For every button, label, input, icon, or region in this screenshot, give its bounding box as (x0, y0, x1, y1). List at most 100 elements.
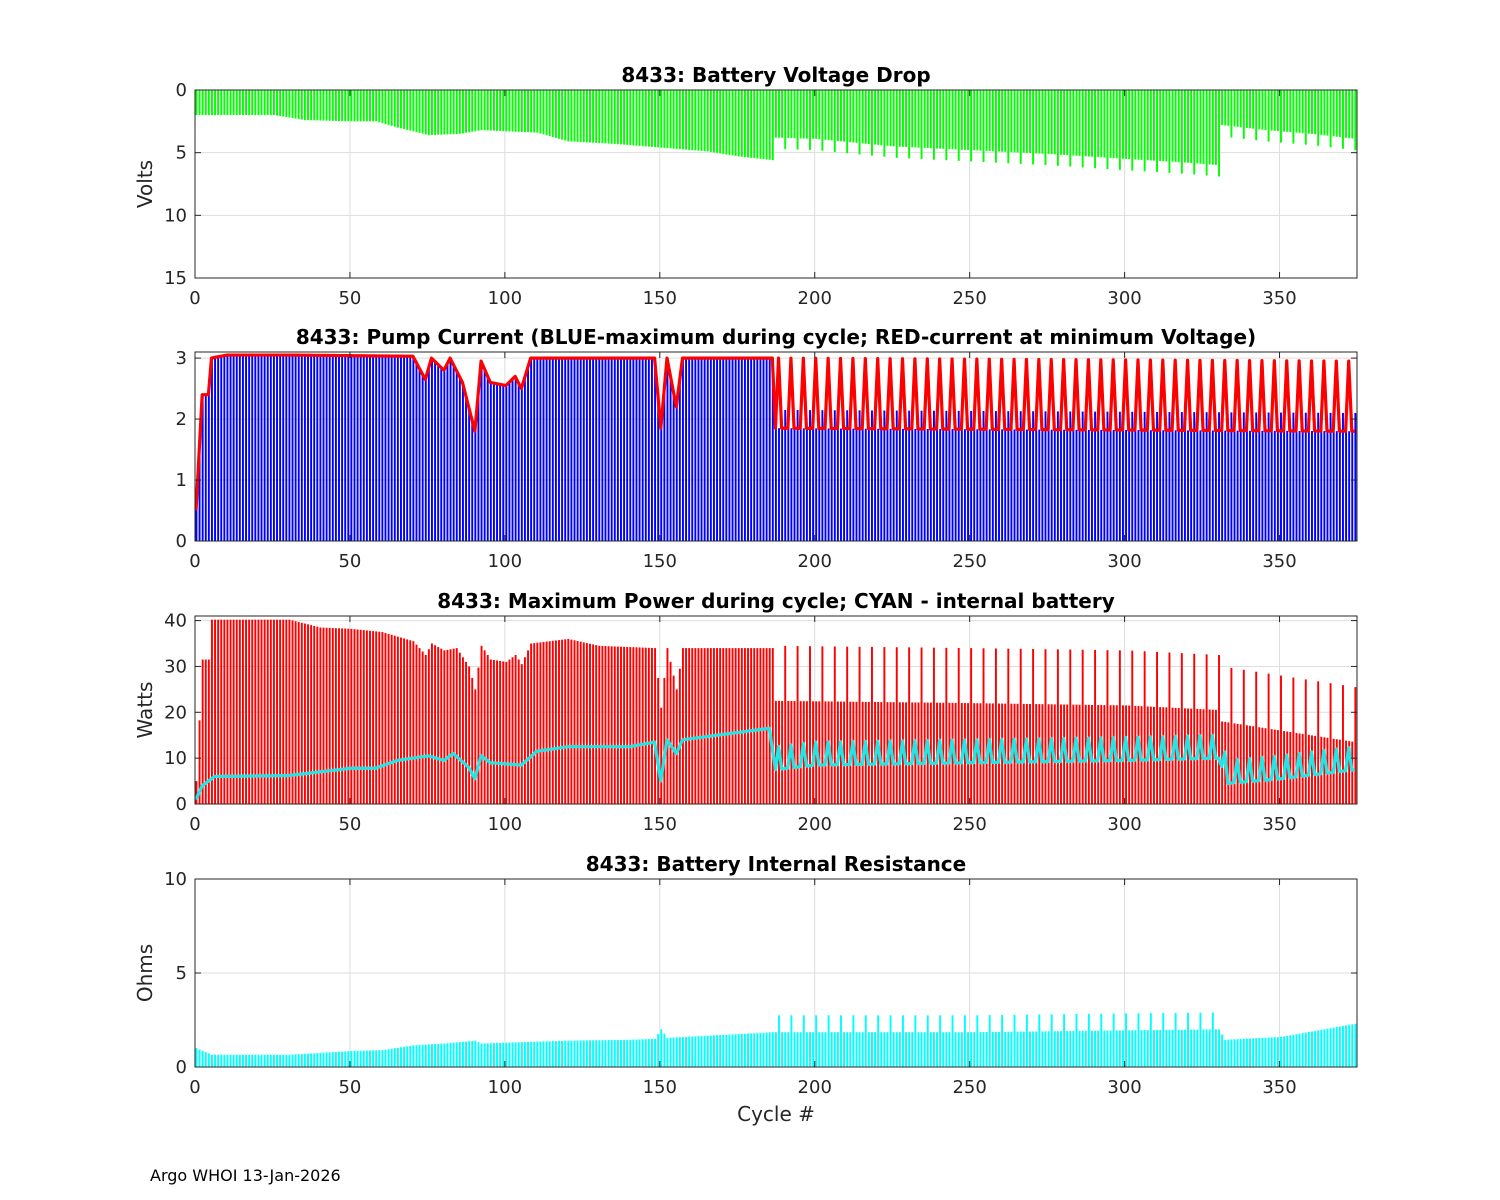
voltage-bar (694, 90, 697, 151)
voltage-bar (932, 90, 935, 160)
resistance-bar (1128, 1030, 1131, 1067)
power-bar (1137, 706, 1140, 804)
voltage-bar (1255, 90, 1258, 141)
voltage-bar (790, 90, 793, 139)
voltage-bar (616, 90, 619, 145)
voltage-bar (446, 90, 449, 135)
voltage-bar (257, 90, 260, 116)
resistance-bar (1060, 1031, 1062, 1067)
power-bar (743, 648, 746, 804)
voltage-bar (753, 90, 756, 159)
current-bar (728, 358, 731, 541)
voltage-bar (362, 90, 365, 122)
resistance-bar (812, 1032, 815, 1067)
resistance-bar (1354, 1023, 1357, 1067)
resistance-bar (1190, 1029, 1193, 1067)
current-bar (691, 358, 694, 541)
resistance-bar (697, 1036, 700, 1067)
resistance-bar (923, 1032, 926, 1067)
current-bar (539, 358, 542, 541)
voltage-bar (483, 90, 486, 131)
current-bar (1035, 429, 1038, 541)
power-bar (431, 643, 433, 804)
resistance-bar (1267, 1037, 1270, 1067)
voltage-bar (1245, 90, 1248, 128)
power-bar (626, 646, 629, 804)
resistance-bar (381, 1050, 384, 1067)
voltage-bar (1335, 90, 1338, 137)
power-bar (254, 619, 257, 804)
resistance-bar (886, 1032, 889, 1067)
voltage-bar (1041, 90, 1044, 154)
resistance-bar (1078, 1030, 1081, 1067)
power-bar (610, 646, 613, 804)
power-bar (505, 661, 508, 804)
resistance-bar (957, 1032, 960, 1067)
resistance-bar (722, 1034, 725, 1067)
power-bar (533, 643, 536, 804)
resistance-bar (1122, 1030, 1124, 1067)
power-bar (1323, 737, 1326, 804)
voltage-bar (1320, 90, 1323, 135)
current-bar (520, 388, 523, 541)
voltage-bar (812, 90, 815, 139)
resistance-bar (824, 1032, 827, 1067)
resistance-bar (235, 1054, 238, 1067)
current-bar (1236, 430, 1239, 541)
power-bar (390, 634, 393, 804)
resistance-bar (1063, 1014, 1066, 1067)
power-bar (341, 628, 344, 804)
voltage-bar (750, 90, 753, 158)
current-bar (681, 358, 684, 541)
power-bar (443, 650, 446, 804)
voltage-ylabel: Volts (133, 160, 157, 208)
current-bar (589, 358, 591, 541)
current-bar (585, 358, 588, 541)
power-bar (307, 624, 309, 804)
current-bar (700, 358, 703, 541)
power-bar (232, 619, 235, 804)
power-bar (325, 627, 328, 804)
resistance-bar (700, 1036, 703, 1067)
current-bar (241, 355, 244, 541)
resistance-bar (1171, 1029, 1174, 1067)
power-bar (300, 622, 303, 804)
power-bar (1069, 649, 1072, 804)
power-bar (1162, 707, 1165, 804)
resistance-bar (297, 1054, 300, 1067)
current-bar (740, 358, 743, 541)
voltage-bar (858, 90, 861, 155)
voltage-bar (942, 90, 945, 149)
power-bar (1131, 650, 1134, 804)
power-bar (567, 638, 570, 804)
current-bar (449, 358, 452, 541)
current-bar (911, 428, 914, 541)
voltage-bar (592, 90, 595, 143)
power-bar (629, 647, 632, 804)
power-bar (480, 645, 483, 804)
power-bar (1342, 685, 1344, 804)
current-bar (886, 428, 889, 541)
current-bar (951, 429, 954, 541)
power-bar (942, 702, 945, 804)
resistance-bar (406, 1046, 409, 1067)
resistance-bar (1056, 1031, 1059, 1067)
voltage-bar (359, 90, 362, 122)
current-bar (468, 406, 471, 541)
resistance-bar (774, 1032, 777, 1067)
current-bar (359, 355, 362, 541)
current-bar (932, 410, 935, 541)
resistance-bar (672, 1037, 675, 1067)
power-bar (440, 648, 443, 804)
current-bar (836, 428, 839, 541)
resistance-bar (331, 1052, 334, 1067)
current-bar (644, 358, 647, 541)
current-bar (561, 358, 564, 541)
current-bar (905, 428, 908, 541)
resistance-bar (616, 1039, 619, 1067)
resistance-bar (1224, 1039, 1227, 1067)
voltage-bar (396, 90, 399, 128)
resistance-bar (932, 1032, 935, 1067)
resistance-bar (520, 1042, 523, 1067)
power-bar (573, 640, 576, 804)
